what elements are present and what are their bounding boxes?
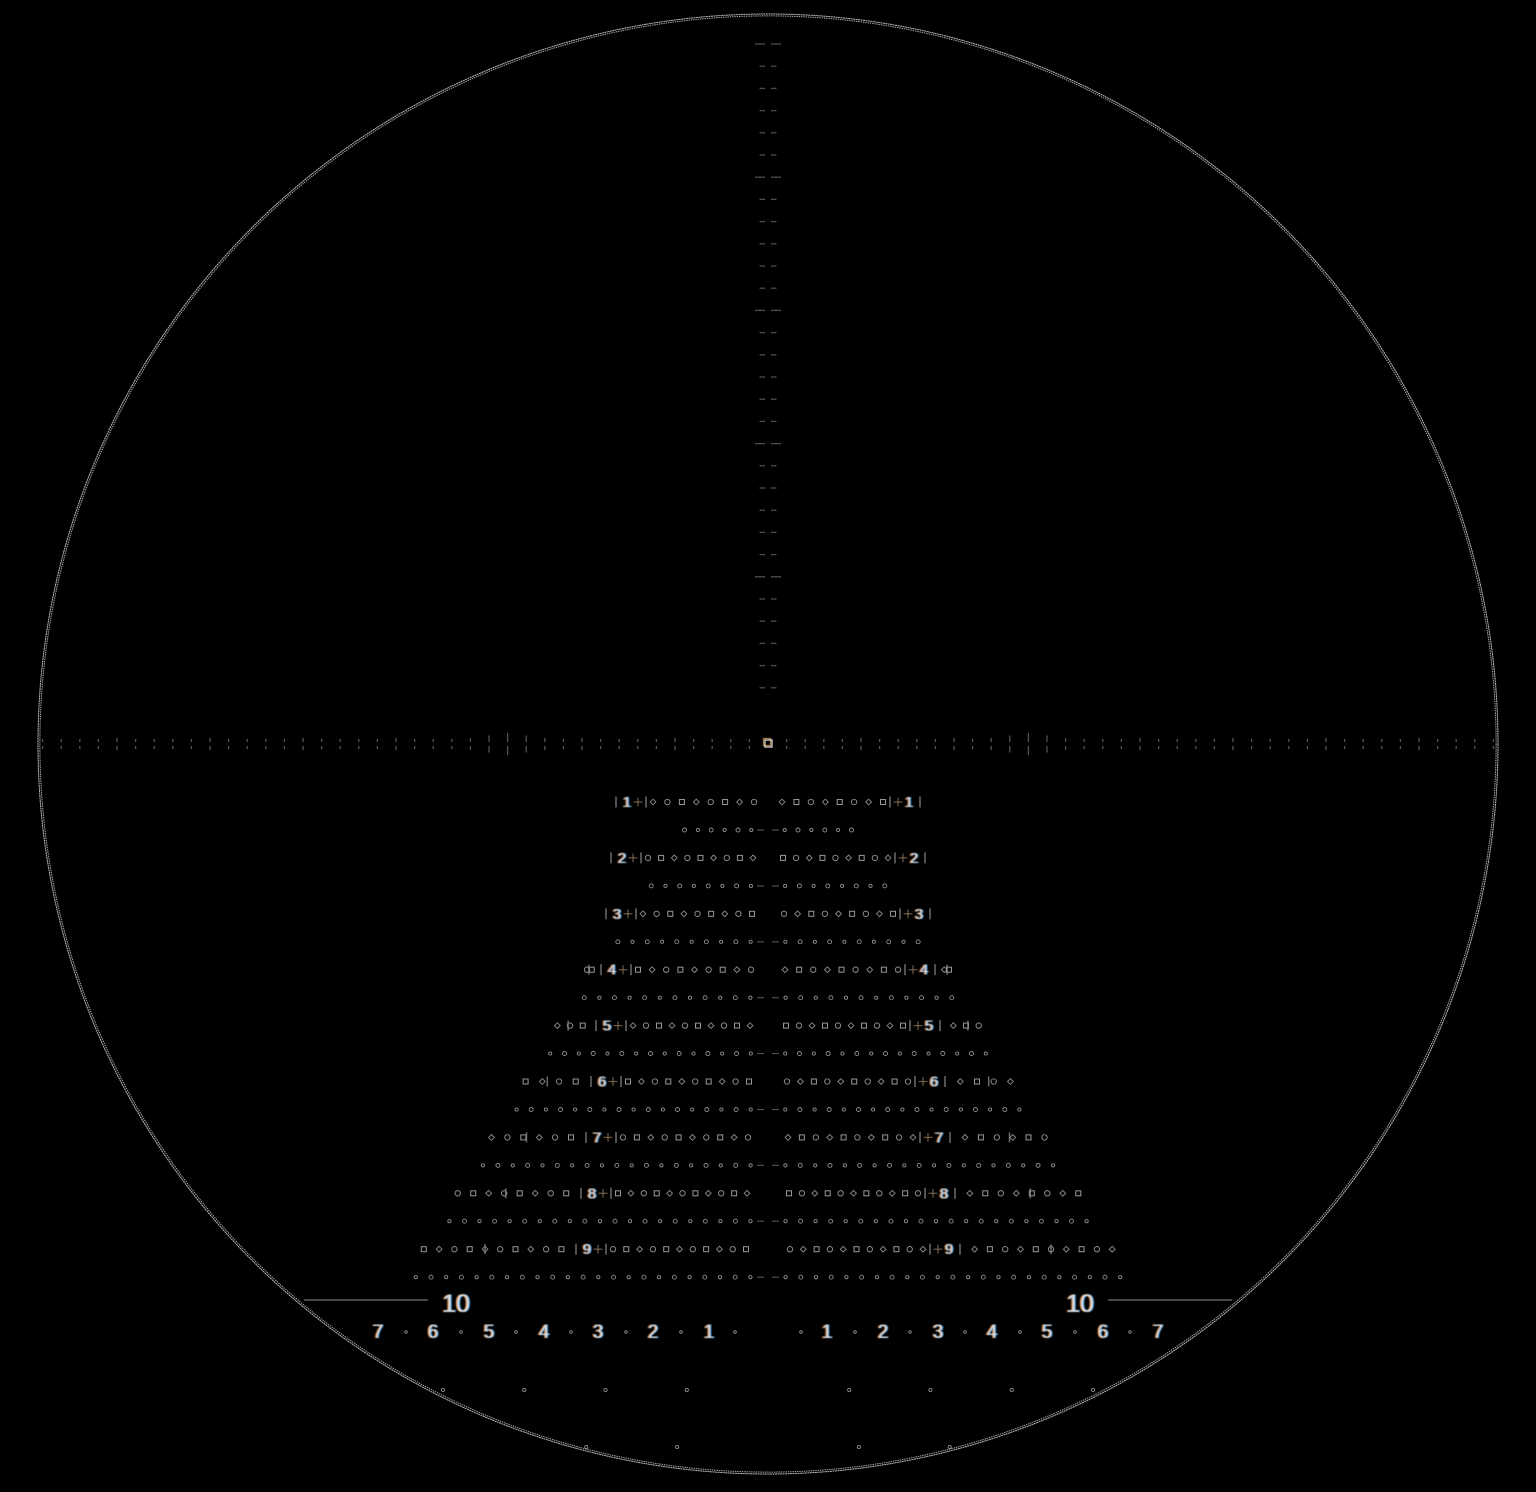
svg-text:10: 10 [442, 1290, 470, 1318]
svg-text:9: 9 [583, 1241, 591, 1258]
svg-text:6: 6 [428, 1322, 439, 1343]
svg-text:2: 2 [618, 850, 626, 867]
svg-text:9: 9 [945, 1241, 953, 1258]
svg-text:1: 1 [704, 1322, 715, 1343]
svg-text:8: 8 [940, 1185, 948, 1202]
svg-text:1: 1 [905, 794, 913, 811]
svg-text:6: 6 [930, 1074, 938, 1091]
svg-text:1: 1 [623, 794, 631, 811]
svg-text:7: 7 [593, 1129, 601, 1146]
svg-text:7: 7 [1153, 1322, 1164, 1343]
svg-text:2: 2 [648, 1322, 659, 1343]
svg-text:3: 3 [933, 1322, 944, 1343]
svg-text:2: 2 [910, 850, 918, 867]
svg-text:1: 1 [822, 1322, 833, 1343]
svg-text:5: 5 [603, 1018, 611, 1035]
svg-text:5: 5 [925, 1018, 933, 1035]
svg-text:7: 7 [935, 1129, 943, 1146]
svg-text:6: 6 [598, 1074, 606, 1091]
svg-text:4: 4 [920, 962, 928, 979]
svg-text:6: 6 [1098, 1322, 1109, 1343]
svg-text:4: 4 [987, 1322, 998, 1343]
svg-text:2: 2 [878, 1322, 889, 1343]
svg-text:3: 3 [593, 1322, 604, 1343]
svg-text:8: 8 [588, 1185, 596, 1202]
svg-text:10: 10 [1066, 1290, 1094, 1318]
svg-text:3: 3 [613, 906, 621, 923]
svg-text:7: 7 [373, 1322, 384, 1343]
svg-text:3: 3 [915, 906, 923, 923]
svg-text:5: 5 [484, 1322, 495, 1343]
svg-text:4: 4 [539, 1322, 550, 1343]
svg-text:4: 4 [608, 962, 616, 979]
svg-text:5: 5 [1042, 1322, 1053, 1343]
